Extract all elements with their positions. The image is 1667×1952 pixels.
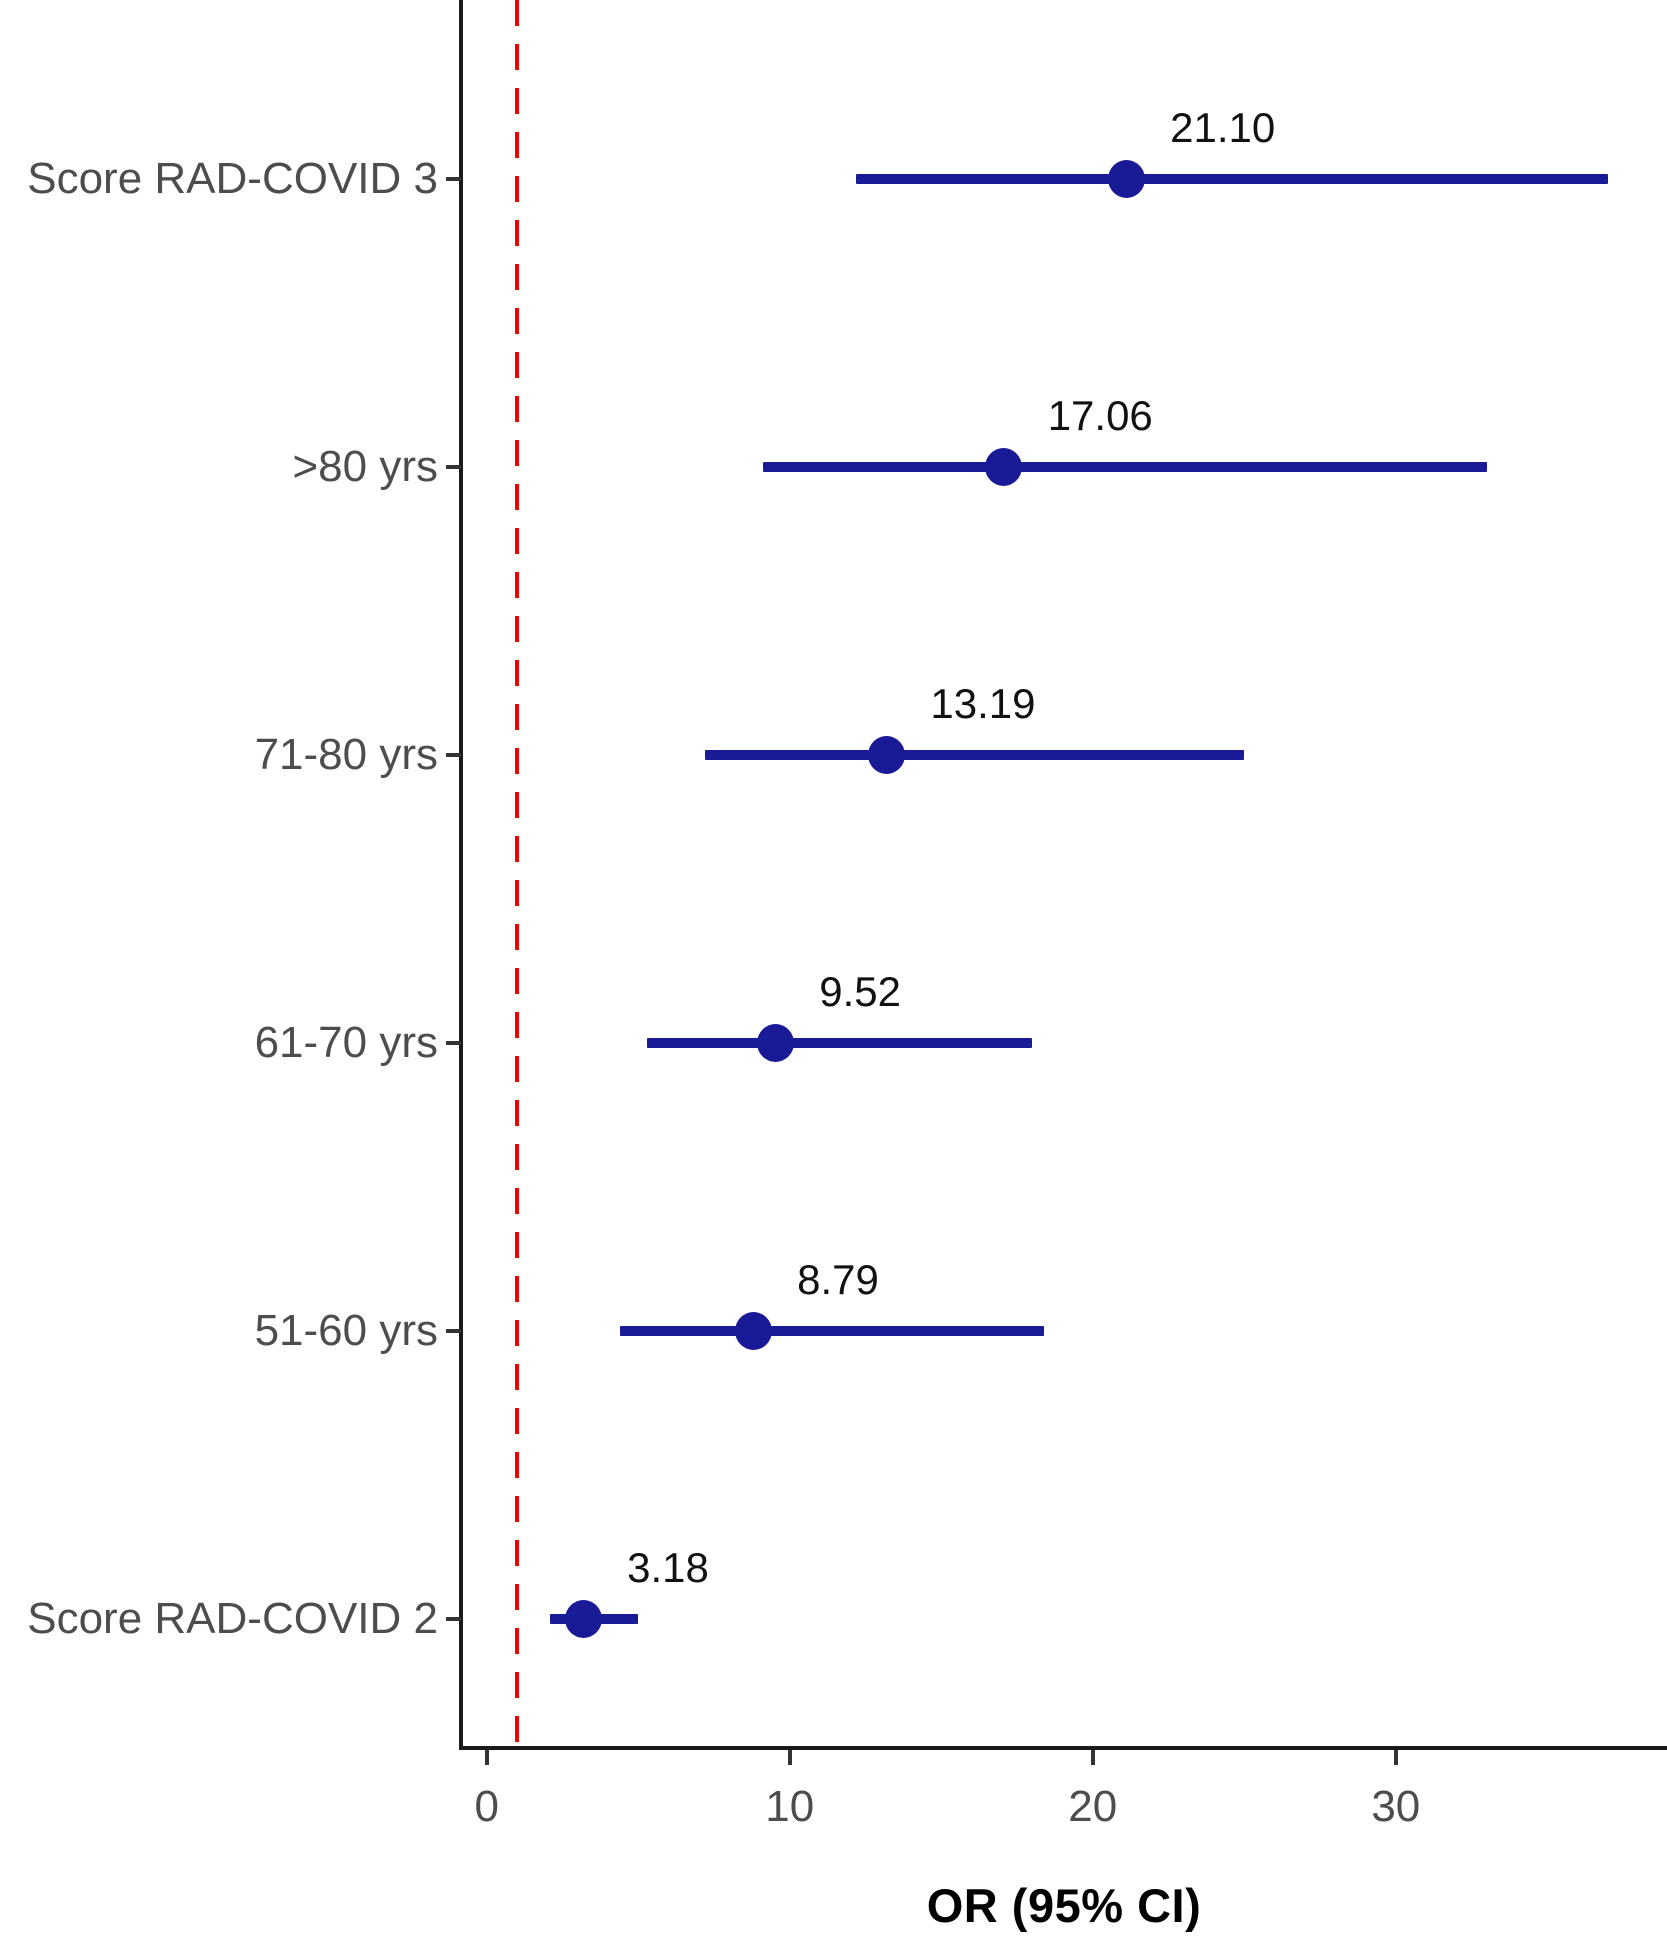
- estimate-value-label: 3.18: [627, 1544, 709, 1591]
- y-axis-tick-mark: [446, 1329, 461, 1333]
- y-axis-tick-mark: [446, 753, 461, 757]
- x-axis-line: [459, 1746, 1667, 1750]
- estimate-value-label: 17.06: [1047, 392, 1153, 439]
- y-axis-tick-mark: [446, 1041, 461, 1045]
- y-axis-label: Score RAD-COVID 2: [27, 1594, 438, 1643]
- y-axis-label: 51-60 yrs: [254, 1306, 438, 1355]
- x-axis-tick-label: 10: [765, 1782, 815, 1831]
- confidence-interval-line: [704, 750, 1245, 760]
- point-estimate-dot: [985, 448, 1023, 486]
- estimate-value-label: 21.10: [1170, 104, 1276, 151]
- y-axis-line: [459, 0, 463, 1750]
- estimate-value-label: 8.79: [797, 1256, 879, 1303]
- estimate-value-label: 13.19: [930, 680, 1036, 727]
- point-estimate-dot: [734, 1312, 772, 1350]
- x-axis-tick-mark: [1090, 1750, 1095, 1765]
- x-axis-tick-mark: [484, 1750, 489, 1765]
- x-axis-tick-label: 20: [1068, 1782, 1118, 1831]
- reference-line-or-1: [515, 0, 520, 1746]
- point-estimate-dot: [867, 736, 905, 774]
- confidence-interval-line: [856, 174, 1608, 184]
- y-axis-label: >80 yrs: [292, 442, 438, 491]
- x-axis-tick-mark: [787, 1750, 792, 1765]
- y-axis-label: Score RAD-COVID 3: [27, 154, 438, 203]
- y-axis-label: 71-80 yrs: [254, 730, 438, 779]
- y-axis-label: 61-70 yrs: [254, 1018, 438, 1067]
- y-axis-tick-mark: [446, 1617, 461, 1621]
- point-estimate-dot: [1107, 160, 1145, 198]
- confidence-interval-line: [647, 1038, 1033, 1048]
- confidence-interval-line: [620, 1326, 1045, 1336]
- estimate-value-label: 9.52: [819, 968, 901, 1015]
- x-axis-tick-label: 30: [1371, 1782, 1421, 1831]
- point-estimate-dot: [756, 1024, 794, 1062]
- y-axis-tick-mark: [446, 177, 461, 181]
- y-axis-tick-mark: [446, 465, 461, 469]
- confidence-interval-line: [762, 462, 1487, 472]
- x-axis-tick-label: 0: [474, 1782, 499, 1831]
- point-estimate-dot: [564, 1600, 602, 1638]
- x-axis-title: OR (95% CI): [926, 1879, 1202, 1932]
- x-axis-tick-mark: [1393, 1750, 1398, 1765]
